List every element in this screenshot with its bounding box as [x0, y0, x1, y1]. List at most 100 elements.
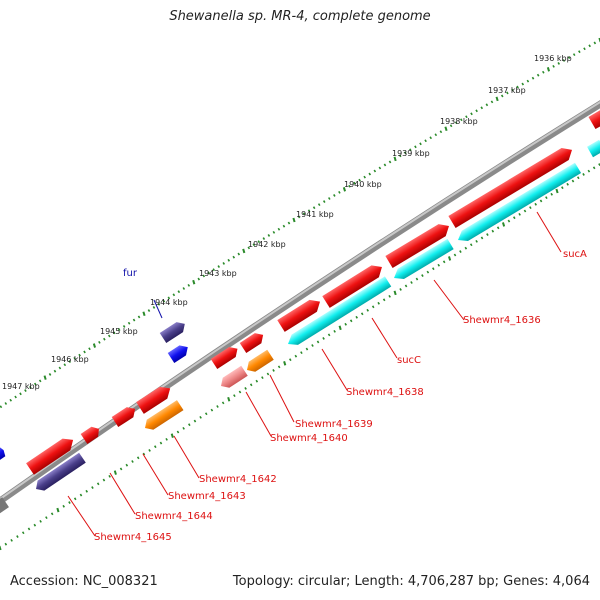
gene-shewmr4-1638-inner-feature[interactable]: [285, 276, 392, 349]
ruler-tick: [342, 187, 347, 192]
ruler-tick: [19, 392, 22, 396]
ruler-tick: [490, 100, 494, 104]
ruler-tick: [182, 287, 186, 290]
ruler-label: 1939 kbp: [392, 149, 430, 158]
gene-label[interactable]: Shewmr4_1645: [94, 532, 172, 543]
gene-shewmr4-1639-inner-feature[interactable]: [244, 349, 274, 375]
gene-label[interactable]: Shewmr4_1638: [346, 387, 424, 398]
ruler-tick: [552, 64, 555, 68]
ruler-tick: [108, 334, 111, 338]
ruler-tick: [480, 236, 484, 240]
ruler-tick: [460, 118, 463, 122]
ruler-tick: [480, 106, 484, 110]
ruler-label: 1944 kbp: [150, 298, 188, 307]
ruler-label: 1936 kbp: [534, 54, 572, 63]
gene-label[interactable]: sucC: [397, 355, 421, 366]
accession-text: Accession: NC_008321: [10, 574, 158, 589]
ruler-tick: [529, 206, 532, 210]
ruler-tick: [165, 437, 168, 441]
ruler-tick: [439, 130, 443, 134]
gene-next-feature[interactable]: [588, 106, 600, 130]
ruler-tick: [56, 507, 60, 513]
gene-shewmr4-1639-feature[interactable]: [239, 330, 267, 354]
gene-label[interactable]: sucA: [563, 249, 587, 260]
gene-next-inner-feature[interactable]: [587, 139, 600, 158]
ruler-tick: [199, 415, 202, 419]
gene-shewmr4-1643-feature[interactable]: [111, 404, 139, 428]
ruler-tick: [410, 281, 413, 284]
gene-shewmr4-1642-inner-feature[interactable]: [142, 400, 184, 433]
ruler-tick: [33, 382, 37, 386]
gene-fur-feature[interactable]: [167, 342, 191, 364]
gene-fur-upper-feature[interactable]: [159, 319, 188, 344]
ruler-tick: [571, 179, 575, 183]
ruler-tick: [414, 145, 417, 149]
ruler-tick: [142, 452, 146, 456]
ruler-tick: [373, 169, 377, 173]
ruler-tick: [449, 124, 453, 128]
ruler-tick: [14, 395, 17, 399]
gene-edge-inner-feature[interactable]: [0, 497, 9, 515]
ruler-tick: [485, 103, 489, 107]
ruler-tick: [221, 401, 225, 405]
ruler-tick: [469, 243, 473, 247]
gene-label[interactable]: Shewmr4_1642: [199, 474, 277, 485]
ruler-tick: [147, 309, 151, 312]
gene-shewmr4-1636-inner-feature[interactable]: [391, 238, 454, 283]
ruler-tick: [542, 70, 545, 74]
gene-label[interactable]: Shewmr4_1640: [270, 433, 348, 444]
ruler-tick: [282, 224, 286, 228]
ruler-label: 1937 kbp: [488, 86, 526, 95]
ruler-tick: [277, 227, 281, 231]
gene-label[interactable]: Shewmr4_1636: [463, 315, 541, 326]
gene-label-fur[interactable]: fur: [123, 268, 138, 279]
ruler-tick: [283, 361, 287, 366]
ruler-tick: [16, 535, 19, 538]
ruler-tick: [349, 319, 353, 323]
inner-ruler: [0, 163, 600, 551]
ruler-tick: [550, 192, 553, 196]
ruler-tick: [92, 343, 97, 348]
outer-ruler: [0, 37, 600, 409]
gene-label[interactable]: Shewmr4_1639: [295, 419, 373, 430]
ruler-tick: [188, 423, 191, 427]
gene-shewmr4-1640-feature[interactable]: [210, 344, 241, 370]
gene-shewmr4-1640-inner-feature[interactable]: [218, 365, 248, 391]
ruler-tick: [371, 305, 375, 309]
ruler-tick: [247, 246, 251, 250]
ruler-tick: [187, 283, 191, 287]
ruler-tick: [117, 328, 121, 332]
ruler-tick: [148, 448, 151, 452]
gene-label[interactable]: Shewmr4_1643: [168, 491, 246, 502]
ruler-tick: [288, 358, 292, 362]
ruler-tick: [338, 190, 341, 194]
ruler-tick: [388, 160, 392, 164]
gene-shewmr4-1642-feature[interactable]: [136, 383, 174, 414]
gene-sucA-inner-feature[interactable]: [455, 162, 582, 245]
ruler-tick: [266, 372, 270, 376]
ruler-tick: [113, 470, 117, 475]
gene-shewmr4-1645-feature[interactable]: [26, 434, 77, 475]
ruler-tick: [377, 301, 380, 305]
ruler-tick: [182, 426, 185, 430]
ruler-tick: [112, 331, 116, 335]
ruler-tick: [536, 73, 540, 77]
gene-shewmr4-1638-feature[interactable]: [277, 296, 323, 332]
label-leaders: [67, 211, 562, 537]
ruler-tick: [576, 176, 580, 180]
gene-label[interactable]: Shewmr4_1644: [135, 511, 213, 522]
gene-sucA-feature[interactable]: [448, 144, 575, 229]
gene-shewmr4-1644-feature[interactable]: [80, 424, 103, 444]
ruler-tick: [249, 383, 253, 387]
gene-edge-feature[interactable]: [0, 445, 7, 463]
gene-sucC-feature[interactable]: [322, 261, 385, 308]
ruler-tick: [523, 209, 527, 213]
ruler-tick: [252, 243, 256, 247]
ruler-tick: [353, 181, 356, 185]
ruler-tick: [153, 445, 157, 449]
ruler-tick: [404, 284, 408, 288]
ruler-tick: [79, 493, 83, 497]
gene-shewmr4-1645-inner-feature[interactable]: [33, 452, 86, 494]
gene-shewmr4-1636-feature[interactable]: [385, 220, 452, 269]
ruler-tick: [152, 306, 156, 309]
